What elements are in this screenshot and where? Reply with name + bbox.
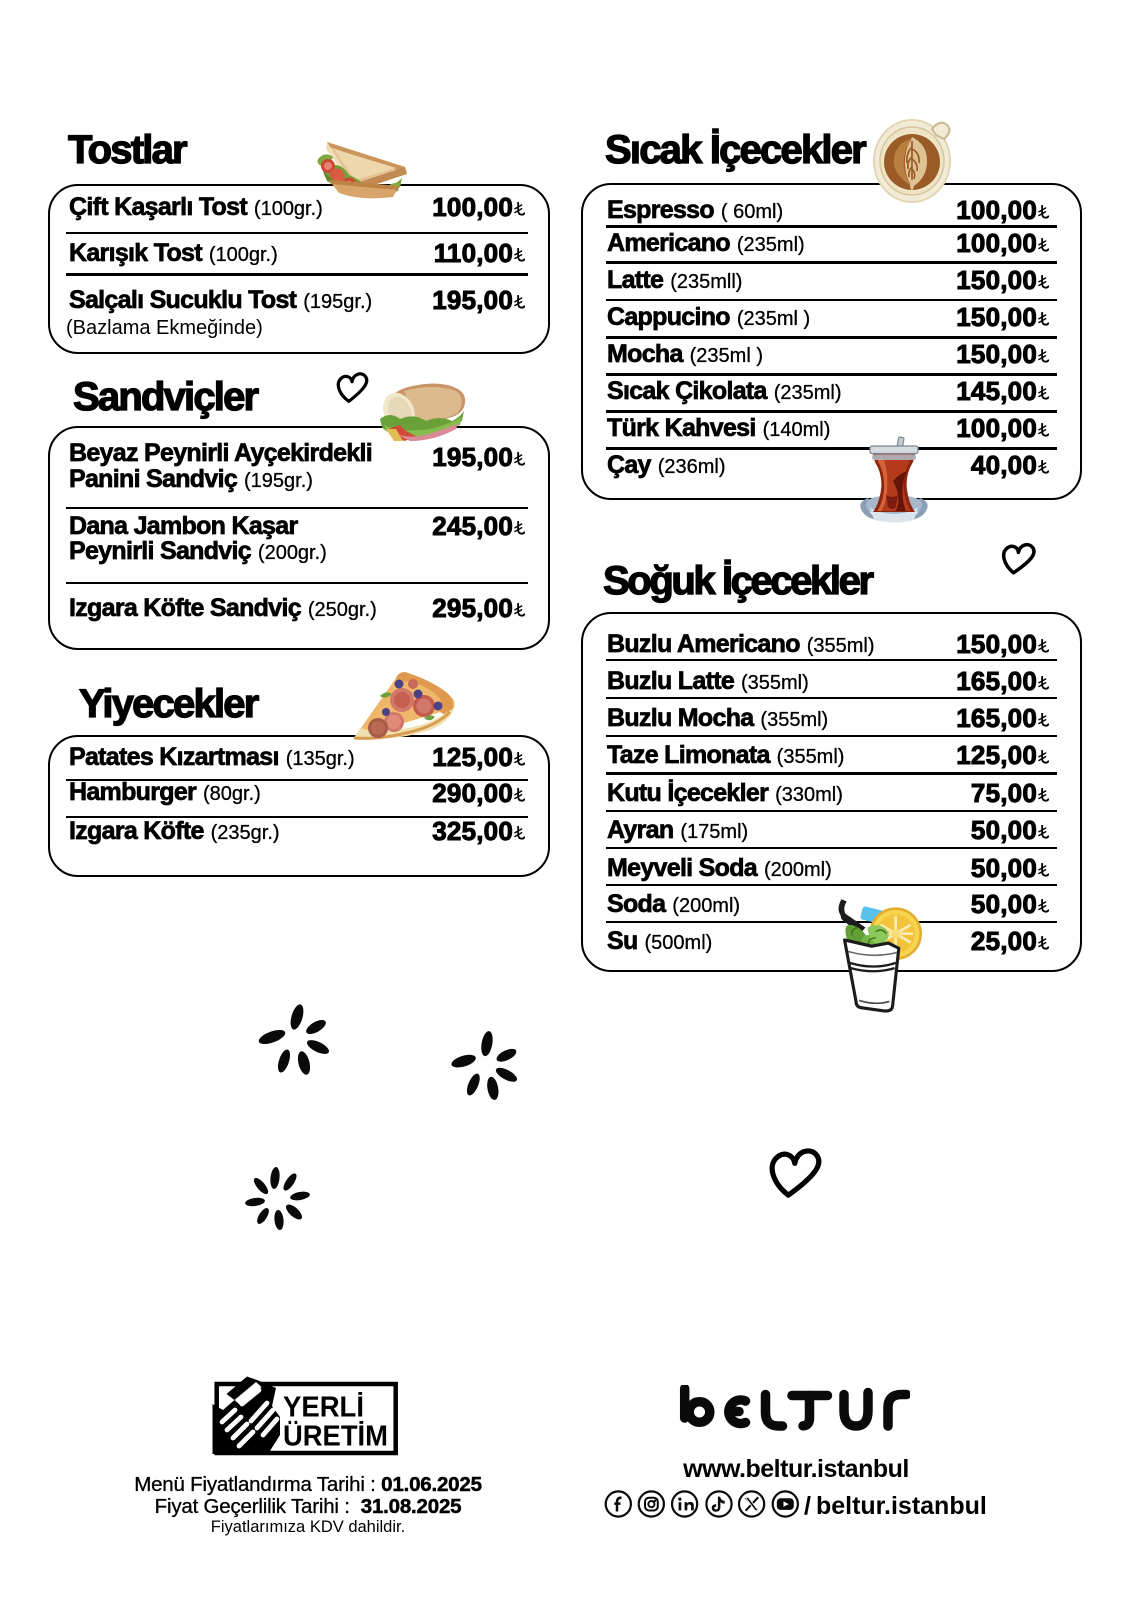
svg-text:YERLİ: YERLİ [283,1392,364,1424]
svg-text:ÜRETİM: ÜRETİM [283,1420,388,1453]
